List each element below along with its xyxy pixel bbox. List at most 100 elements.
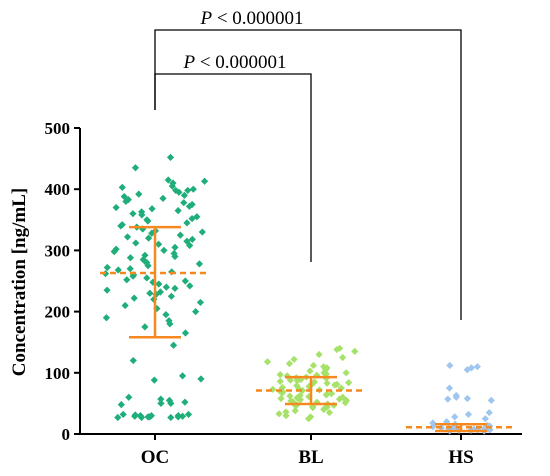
data-point-oc bbox=[141, 323, 149, 331]
data-point-bl bbox=[320, 405, 328, 414]
axes: 0 100 200 300 400 500 OC BL HS bbox=[45, 119, 522, 468]
data-point-bl bbox=[325, 408, 334, 417]
data-point-hs bbox=[444, 395, 452, 403]
data-point-oc bbox=[188, 214, 196, 223]
data-point-oc bbox=[103, 286, 111, 294]
y-tick-label: 100 bbox=[45, 364, 71, 383]
data-point-bl bbox=[322, 366, 330, 374]
data-point-bl bbox=[296, 396, 304, 404]
data-point-oc bbox=[129, 210, 137, 218]
data-point-bl bbox=[304, 415, 313, 423]
data-point-hs bbox=[464, 410, 473, 419]
y-tick-label: 300 bbox=[45, 241, 71, 260]
data-point-bl bbox=[285, 360, 294, 368]
data-point-hs bbox=[481, 415, 489, 423]
data-point-oc bbox=[114, 413, 122, 422]
data-point-bl bbox=[278, 389, 286, 397]
significance-bracket bbox=[154, 29, 462, 320]
data-point-oc bbox=[130, 294, 138, 302]
x-tick-label: HS bbox=[448, 447, 473, 468]
data-point-hs bbox=[446, 361, 454, 370]
data-point-oc bbox=[148, 229, 156, 237]
data-point-oc bbox=[167, 413, 175, 422]
data-point-oc bbox=[164, 176, 172, 184]
data-point-bl bbox=[298, 386, 307, 395]
data-point-oc bbox=[137, 413, 146, 422]
data-point-oc bbox=[186, 282, 194, 290]
data-point-oc bbox=[200, 177, 209, 185]
data-point-bl bbox=[275, 410, 283, 418]
data-point-bl bbox=[291, 407, 299, 415]
data-point-oc bbox=[145, 234, 153, 242]
data-point-oc bbox=[114, 266, 122, 274]
data-point-oc bbox=[181, 329, 190, 337]
data-point-oc bbox=[123, 233, 132, 241]
data-point-hs bbox=[487, 396, 495, 404]
data-point-bl bbox=[322, 391, 330, 399]
data-point-bl bbox=[263, 358, 272, 366]
data-point-hs bbox=[485, 408, 493, 417]
data-point-oc bbox=[157, 395, 165, 403]
significance-bracket bbox=[154, 73, 312, 262]
summary-bars bbox=[100, 225, 516, 433]
data-point-oc bbox=[189, 185, 197, 193]
data-point-oc bbox=[174, 413, 182, 421]
data-point-hs bbox=[451, 413, 459, 421]
data-point-bl bbox=[295, 385, 303, 393]
x-tick-label: BL bbox=[298, 447, 323, 468]
data-point-bl bbox=[305, 393, 313, 401]
x-tick-label: OC bbox=[141, 447, 170, 468]
data-point-bl bbox=[297, 375, 305, 384]
data-point-oc bbox=[184, 186, 192, 195]
data-point-oc bbox=[192, 308, 200, 316]
data-point-oc bbox=[148, 205, 156, 213]
data-point-hs bbox=[463, 366, 471, 374]
data-point-oc bbox=[153, 304, 161, 313]
data-point-oc bbox=[126, 254, 135, 262]
data-point-bl bbox=[333, 345, 341, 354]
data-point-bl bbox=[277, 394, 285, 403]
data-point-oc bbox=[131, 412, 139, 420]
data-point-oc bbox=[171, 243, 179, 251]
data-point-hs bbox=[452, 393, 460, 401]
data-point-bl bbox=[305, 383, 313, 391]
data-point-bl bbox=[342, 369, 350, 377]
data-point-oc bbox=[167, 292, 175, 300]
data-point-oc bbox=[132, 239, 140, 247]
data-point-oc bbox=[171, 252, 179, 261]
data-point-oc bbox=[129, 272, 137, 280]
data-point-oc bbox=[166, 153, 175, 161]
data-point-bl bbox=[293, 382, 301, 390]
data-point-oc bbox=[162, 283, 170, 291]
data-point-oc bbox=[138, 211, 146, 219]
data-point-oc bbox=[160, 246, 168, 254]
data-point-oc bbox=[185, 202, 193, 210]
data-point-oc bbox=[171, 284, 179, 292]
data-point-bl bbox=[315, 350, 323, 359]
data-point-bl bbox=[292, 402, 300, 410]
data-point-oc bbox=[146, 413, 154, 421]
y-axis-title: Concentration [ng/mL] bbox=[9, 188, 30, 376]
data-point-oc bbox=[169, 341, 178, 349]
data-point-oc bbox=[155, 280, 163, 288]
data-point-oc bbox=[129, 356, 137, 365]
data-point-bl bbox=[339, 353, 347, 362]
data-point-oc bbox=[195, 260, 204, 268]
data-point-bl bbox=[351, 347, 359, 355]
data-point-oc bbox=[122, 197, 130, 206]
data-point-bl bbox=[309, 361, 318, 370]
data-point-oc bbox=[143, 274, 151, 282]
data-point-oc bbox=[178, 372, 187, 380]
data-point-oc bbox=[166, 320, 174, 328]
y-tick-label: 400 bbox=[45, 180, 71, 199]
data-point-oc bbox=[139, 255, 147, 264]
data-point-oc bbox=[117, 222, 125, 230]
data-point-bl bbox=[286, 392, 294, 400]
data-point-oc bbox=[198, 228, 206, 236]
data-point-oc bbox=[184, 410, 193, 419]
data-point-oc bbox=[126, 265, 134, 273]
data-point-oc bbox=[167, 399, 175, 407]
data-point-oc bbox=[150, 376, 158, 384]
data-point-bl bbox=[293, 377, 301, 385]
